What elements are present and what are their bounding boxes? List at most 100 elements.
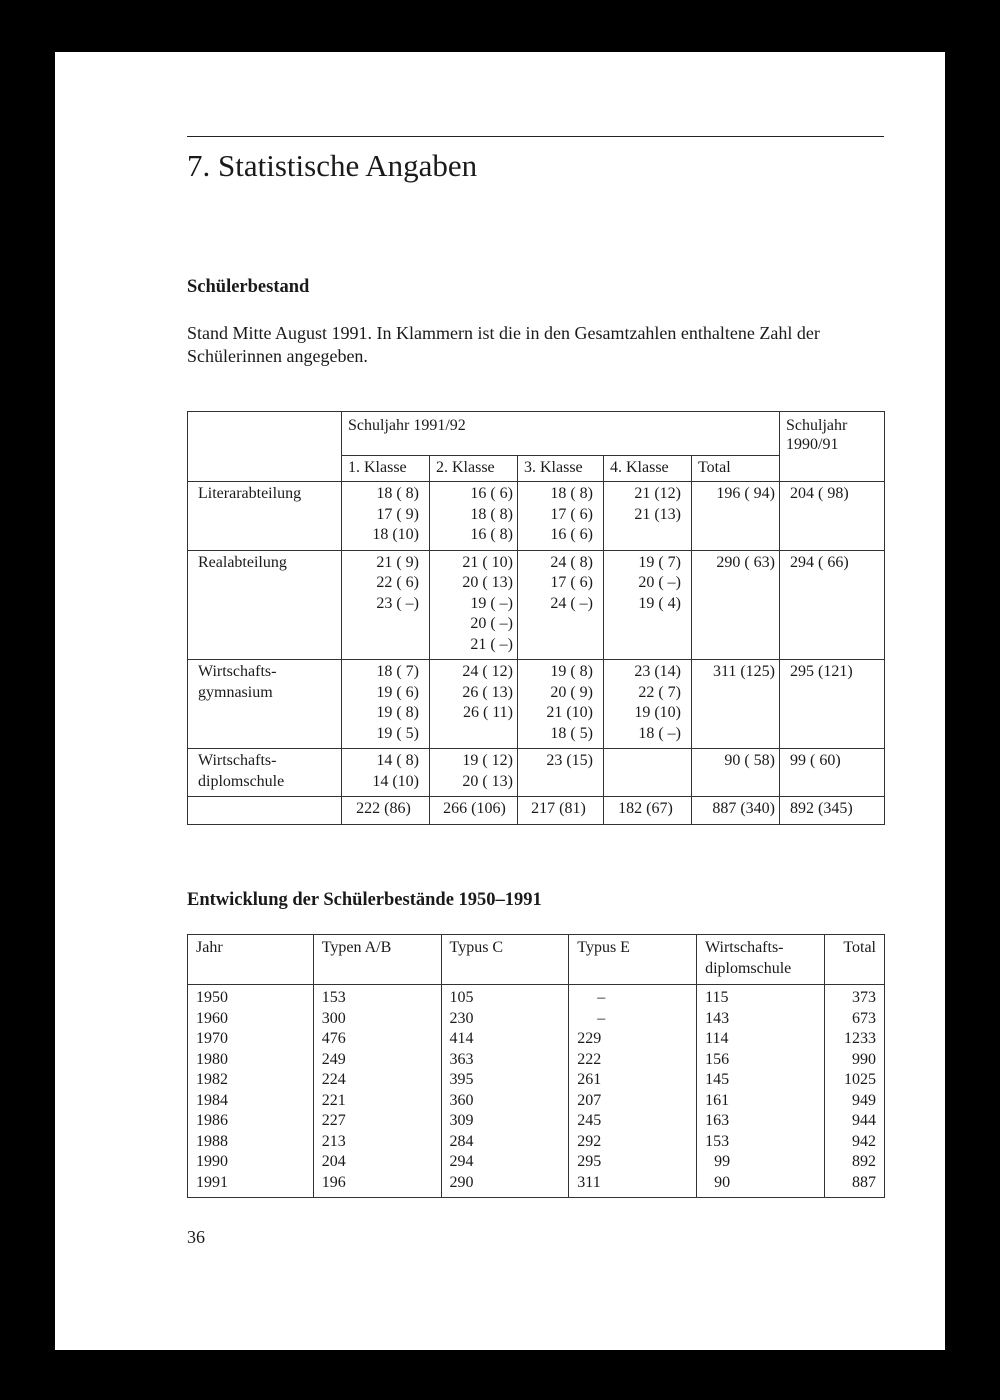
table-cell: 245 bbox=[568, 1111, 698, 1132]
table-cell: 1988 bbox=[187, 1131, 314, 1152]
table-cell: 942 bbox=[823, 1131, 886, 1152]
table-row: Wirtschafts- diplomschule 14 ( 8) 14 (10)… bbox=[187, 748, 885, 797]
table-cell: 295 bbox=[568, 1152, 698, 1173]
column-header: Typen A/B bbox=[312, 934, 442, 985]
intro-paragraph: Stand Mitte August 1991. In Klammern ist… bbox=[187, 323, 820, 366]
table-cell bbox=[603, 748, 692, 797]
column-header: 1. Klasse bbox=[341, 455, 430, 482]
table-cell: 163 bbox=[696, 1111, 825, 1132]
table-cell: 266 (106) bbox=[429, 796, 518, 825]
table-cell: 1960 bbox=[187, 1008, 314, 1029]
table-row: 1982 224 395 261 145 1025 bbox=[187, 1070, 886, 1091]
row-label: Realabteilung bbox=[187, 549, 342, 660]
column-header: Total bbox=[691, 455, 780, 482]
table-cell: 21 (12) 21 (13) bbox=[603, 481, 692, 551]
document-page: 7. Statistische Angaben Schülerbestand S… bbox=[55, 52, 945, 1350]
table-cell: 21 ( 9) 22 ( 6) 23 ( –) bbox=[341, 549, 430, 660]
table-cell: 18 ( 7) 19 ( 6) 19 ( 8) 19 ( 5) bbox=[341, 659, 430, 749]
table-cell: 114 bbox=[696, 1029, 825, 1050]
table-cell: 1980 bbox=[187, 1049, 314, 1070]
table-cell: 19 ( 8) 20 ( 9) 21 (10) 18 ( 5) bbox=[517, 659, 604, 749]
table-cell: 153 bbox=[312, 984, 442, 1009]
table-cell: 673 bbox=[823, 1008, 886, 1029]
table-cell: 295 (121) bbox=[779, 659, 885, 749]
table-cell: 290 ( 63) bbox=[691, 549, 780, 660]
column-header: Jahr bbox=[187, 934, 314, 985]
table-cell: 143 bbox=[696, 1008, 825, 1029]
section-title: 7. Statistische Angaben bbox=[187, 148, 478, 183]
table-cell: 892 bbox=[823, 1152, 886, 1173]
row-label: Literarabteilung bbox=[187, 481, 342, 551]
table-cell: 145 bbox=[696, 1070, 825, 1091]
table-cell: 99 ( 60) bbox=[779, 748, 885, 797]
table-cell: 18 ( 8) 17 ( 9) 18 (10) bbox=[341, 481, 430, 551]
table-cell: 944 bbox=[823, 1111, 886, 1132]
column-header: 4. Klasse bbox=[603, 455, 692, 482]
table-cell: 18 ( 8) 17 ( 6) 16 ( 6) bbox=[517, 481, 604, 551]
schuelerbestand-heading: Schülerbestand bbox=[187, 277, 310, 297]
table-cell: 224 bbox=[312, 1070, 442, 1091]
table-cell: 24 ( 8) 17 ( 6) 24 ( –) bbox=[517, 549, 604, 660]
table-cell: 290 bbox=[440, 1172, 570, 1198]
table-cell: 1986 bbox=[187, 1111, 314, 1132]
table-cell: 414 bbox=[440, 1029, 570, 1050]
table-row: 1960 300 230–143 673 bbox=[187, 1008, 886, 1029]
table-cell: 887 (340) bbox=[691, 796, 780, 825]
header-schuljahr-current: Schuljahr 1991/92 bbox=[341, 411, 780, 456]
table-cell: 90 ( 58) bbox=[691, 748, 780, 797]
table-cell: 19 ( 12) 20 ( 13) bbox=[429, 748, 518, 797]
header-empty-cell bbox=[187, 411, 342, 482]
entwicklung-heading: Entwicklung der Schülerbestände 1950–199… bbox=[187, 890, 542, 910]
table-cell: 284 bbox=[440, 1131, 570, 1152]
entwicklung-table: Jahr Typen A/B Typus C Typus E Wirtschafts- … bbox=[187, 934, 886, 1198]
table-cell: – bbox=[568, 984, 698, 1009]
table-cell: 309 bbox=[440, 1111, 570, 1132]
table-cell: 21 ( 10) 20 ( 13) 19 ( –) 20 ( –) 21 ( –… bbox=[429, 549, 518, 660]
table-cell: 1950 bbox=[187, 984, 314, 1009]
table-cell: 204 bbox=[312, 1152, 442, 1173]
table-cell: 887 bbox=[823, 1172, 886, 1198]
table-cell: 196 bbox=[312, 1172, 442, 1198]
table-cell: 227 bbox=[312, 1111, 442, 1132]
table-cell: – bbox=[568, 1008, 698, 1029]
table-cell: 153 bbox=[696, 1131, 825, 1152]
table-row: 1988 213 284 292 153 942 bbox=[187, 1131, 886, 1152]
table-cell: 1970 bbox=[187, 1029, 314, 1050]
row-label: Wirtschafts- diplomschule bbox=[187, 748, 342, 797]
table-cell: 311 bbox=[568, 1172, 698, 1198]
table-cell: 204 ( 98) bbox=[779, 481, 885, 551]
table-cell: 105 bbox=[440, 984, 570, 1009]
table-cell: 90 bbox=[696, 1172, 825, 1198]
table-cell: 161 bbox=[696, 1090, 825, 1111]
table-row: 1970 476 414 229 114 1233 bbox=[187, 1029, 886, 1050]
table-cell: 360 bbox=[440, 1090, 570, 1111]
table-cell: 213 bbox=[312, 1131, 442, 1152]
table-row: 1986 227 309 245 163 944 bbox=[187, 1111, 886, 1132]
header-row: Jahr Typen A/B Typus C Typus E Wirtschafts- … bbox=[187, 934, 886, 985]
total-row: 222 (86) 266 (106) 217 (81) 182 (67) 887 (34… bbox=[187, 796, 885, 825]
table-cell: 476 bbox=[312, 1029, 442, 1050]
column-header: Wirtschafts- diplomschule bbox=[696, 934, 825, 985]
table-cell: 294 bbox=[440, 1152, 570, 1173]
table-cell: 300 bbox=[312, 1008, 442, 1029]
table-row: 1990 204 294 295 99 892 bbox=[187, 1152, 886, 1173]
table-cell: 1984 bbox=[187, 1090, 314, 1111]
table-cell: 229 bbox=[568, 1029, 698, 1050]
table-cell: 249 bbox=[312, 1049, 442, 1070]
table-row: Literarabteilung 18 ( 8) 17 ( 9) 18 (10) 1… bbox=[187, 481, 885, 551]
table-cell: 373 bbox=[823, 984, 886, 1009]
table-row: 1980 249 363 222 156 990 bbox=[187, 1049, 886, 1070]
table-cell: 949 bbox=[823, 1090, 886, 1111]
row-label: Wirtschafts- gymnasium bbox=[187, 659, 342, 749]
column-header: Typus C bbox=[440, 934, 570, 985]
table-cell: 230 bbox=[440, 1008, 570, 1029]
top-rule bbox=[187, 136, 884, 137]
table-cell: 23 (14) 22 ( 7) 19 (10) 18 ( –) bbox=[603, 659, 692, 749]
table-cell: 217 (81) bbox=[517, 796, 604, 825]
table-cell: 1233 bbox=[823, 1029, 886, 1050]
header-schuljahr-previous: Schuljahr 1990/91 bbox=[779, 411, 885, 482]
table-cell: 1025 bbox=[823, 1070, 886, 1091]
table-row: 1991 196 290 311 90 887 bbox=[187, 1172, 886, 1198]
table-cell: 182 (67) bbox=[603, 796, 692, 825]
column-header: 2. Klasse bbox=[429, 455, 518, 482]
